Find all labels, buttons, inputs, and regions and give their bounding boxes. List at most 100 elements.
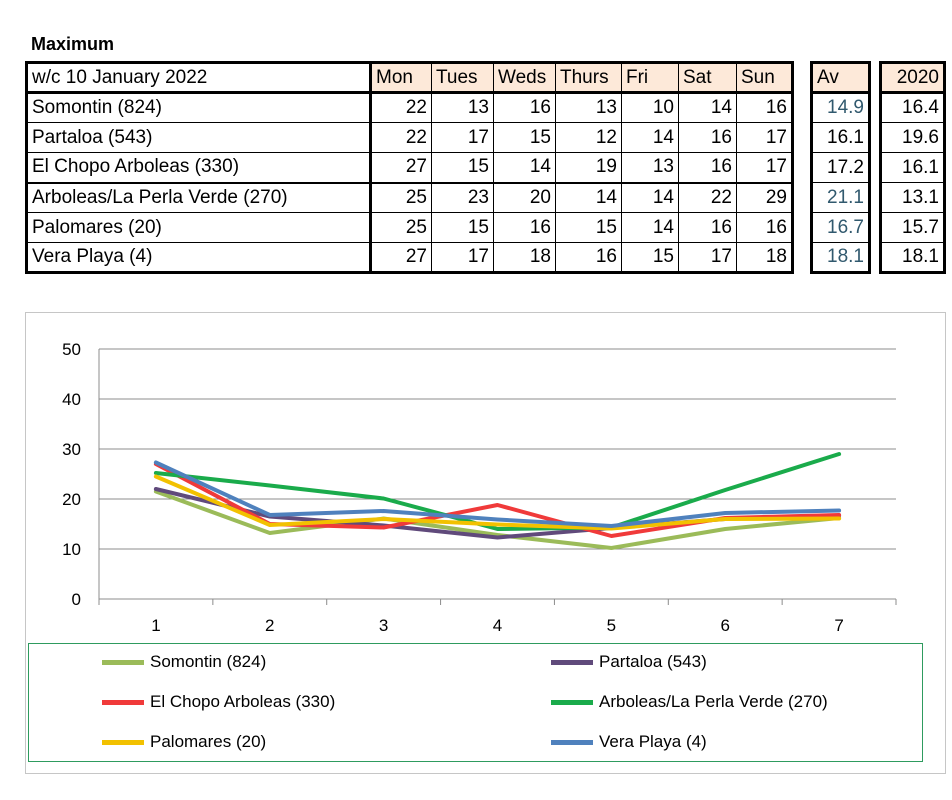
station-name: Palomares (20) bbox=[26, 212, 372, 243]
legend-label: Palomares (20) bbox=[150, 732, 267, 751]
table-cell: 15 bbox=[621, 242, 679, 273]
table-cell: 22 bbox=[678, 182, 737, 213]
day-header: Mon bbox=[370, 62, 432, 94]
table-cell: 14 bbox=[493, 152, 556, 184]
table-cell: 18 bbox=[493, 242, 556, 273]
table-row: Somontin (824) 22 13 16 13 10 14 16 bbox=[26, 92, 793, 123]
table-cell: 14 bbox=[678, 92, 737, 123]
legend-item: Vera Playa (4) bbox=[551, 732, 707, 752]
table-cell: 17 bbox=[431, 242, 494, 273]
year-cell: 15.7 bbox=[880, 212, 945, 243]
x-tick-label: 2 bbox=[265, 616, 274, 635]
av-header: Av bbox=[811, 62, 870, 94]
legend-label: Partaloa (543) bbox=[599, 652, 707, 671]
table-cell: 25 bbox=[370, 212, 432, 243]
table-cell: 16 bbox=[555, 242, 622, 273]
table-header-row: w/c 10 January 2022 Mon Tues Weds Thurs … bbox=[26, 62, 793, 94]
legend-label: Vera Playa (4) bbox=[599, 732, 707, 751]
legend-label: Somontin (824) bbox=[150, 652, 267, 671]
series-line bbox=[153, 489, 842, 550]
av-cell: 16.7 bbox=[811, 212, 870, 243]
table-cell: 22 bbox=[370, 92, 432, 123]
station-name: Arboleas/La Perla Verde (270) bbox=[26, 182, 372, 213]
table-cell: 17 bbox=[431, 122, 494, 153]
year-cell: 16.4 bbox=[880, 92, 945, 123]
legend-item: El Chopo Arboleas (330) bbox=[102, 692, 335, 712]
table-cell: 19 bbox=[555, 152, 622, 184]
legend-swatch bbox=[102, 739, 144, 745]
x-tick-label: 4 bbox=[493, 616, 502, 635]
day-header: Sun bbox=[736, 62, 793, 94]
table-cell: 25 bbox=[370, 182, 432, 213]
week-label: w/c 10 January 2022 bbox=[26, 62, 372, 94]
table-cell: 27 bbox=[370, 242, 432, 273]
previous-year-table: 2020 16.4 19.6 16.1 13.1 15.7 18.1 bbox=[879, 61, 946, 274]
table-cell: 14 bbox=[621, 182, 679, 213]
table-cell: 16 bbox=[736, 212, 793, 243]
station-name: El Chopo Arboleas (330) bbox=[26, 152, 372, 184]
legend-item: Arboleas/La Perla Verde (270) bbox=[551, 692, 828, 712]
legend-label: Arboleas/La Perla Verde (270) bbox=[599, 692, 828, 711]
table-cell: 10 bbox=[621, 92, 679, 123]
day-header: Tues bbox=[431, 62, 494, 94]
station-name: Vera Playa (4) bbox=[26, 242, 372, 273]
table-cell: 16 bbox=[736, 92, 793, 123]
table-row: El Chopo Arboleas (330) 27 15 14 19 13 1… bbox=[26, 152, 793, 184]
y-tick-label: 50 bbox=[62, 340, 81, 359]
station-name: Somontin (824) bbox=[26, 92, 372, 123]
table-row: Palomares (20) 25 15 16 15 14 16 16 bbox=[26, 212, 793, 243]
av-cell: 16.1 bbox=[811, 122, 870, 153]
line-chart: 0 10 20 30 40 50 1 2 3 4 5 6 7 bbox=[62, 340, 897, 635]
av-cell: 17.2 bbox=[811, 152, 870, 183]
station-name: Partaloa (543) bbox=[26, 122, 372, 153]
table-cell: 16 bbox=[678, 212, 737, 243]
table-cell: 16 bbox=[493, 212, 556, 243]
table-cell: 12 bbox=[555, 122, 622, 153]
table-cell: 16 bbox=[678, 122, 737, 153]
table-cell: 17 bbox=[678, 242, 737, 273]
table-cell: 14 bbox=[621, 122, 679, 153]
av-cell: 21.1 bbox=[811, 182, 870, 213]
legend-item: Somontin (824) bbox=[102, 652, 266, 672]
day-header: Sat bbox=[678, 62, 737, 94]
day-header: Fri bbox=[621, 62, 679, 94]
table-cell: 18 bbox=[736, 242, 793, 273]
day-header: Thurs bbox=[555, 62, 622, 94]
year-cell: 13.1 bbox=[880, 182, 945, 213]
table-cell: 15 bbox=[431, 152, 494, 184]
x-tick-label: 6 bbox=[720, 616, 729, 635]
y-tick-label: 10 bbox=[62, 540, 81, 559]
y-tick-label: 20 bbox=[62, 490, 81, 509]
table-cell: 14 bbox=[621, 212, 679, 243]
year-cell: 18.1 bbox=[880, 242, 945, 273]
table-cell: 16 bbox=[493, 92, 556, 123]
x-tick-label: 7 bbox=[834, 616, 843, 635]
table-cell: 22 bbox=[370, 122, 432, 153]
table-cell: 23 bbox=[431, 182, 494, 213]
legend-item: Partaloa (543) bbox=[551, 652, 707, 672]
series-line bbox=[153, 474, 842, 531]
table-cell: 16 bbox=[678, 152, 737, 184]
table-cell: 13 bbox=[431, 92, 494, 123]
table-cell: 17 bbox=[736, 122, 793, 153]
legend-swatch bbox=[551, 699, 593, 705]
temperature-table: w/c 10 January 2022 Mon Tues Weds Thurs … bbox=[25, 61, 794, 274]
table-title: Maximum bbox=[31, 34, 115, 54]
table-cell: 17 bbox=[736, 152, 793, 184]
av-cell: 14.9 bbox=[811, 92, 870, 123]
legend-swatch bbox=[551, 739, 593, 745]
legend-item: Palomares (20) bbox=[102, 732, 266, 752]
day-header: Weds bbox=[493, 62, 556, 94]
table-cell: 27 bbox=[370, 152, 432, 184]
year-cell: 16.1 bbox=[880, 152, 945, 183]
table-cell: 13 bbox=[555, 92, 622, 123]
table-row: Arboleas/La Perla Verde (270) 25 23 20 1… bbox=[26, 182, 793, 213]
table-cell: 14 bbox=[555, 182, 622, 213]
table-cell: 20 bbox=[493, 182, 556, 213]
legend-swatch bbox=[102, 699, 144, 705]
table-cell: 15 bbox=[555, 212, 622, 243]
legend-label: El Chopo Arboleas (330) bbox=[150, 692, 336, 711]
table-cell: 15 bbox=[431, 212, 494, 243]
legend-swatch bbox=[102, 659, 144, 665]
y-tick-label: 40 bbox=[62, 390, 81, 409]
